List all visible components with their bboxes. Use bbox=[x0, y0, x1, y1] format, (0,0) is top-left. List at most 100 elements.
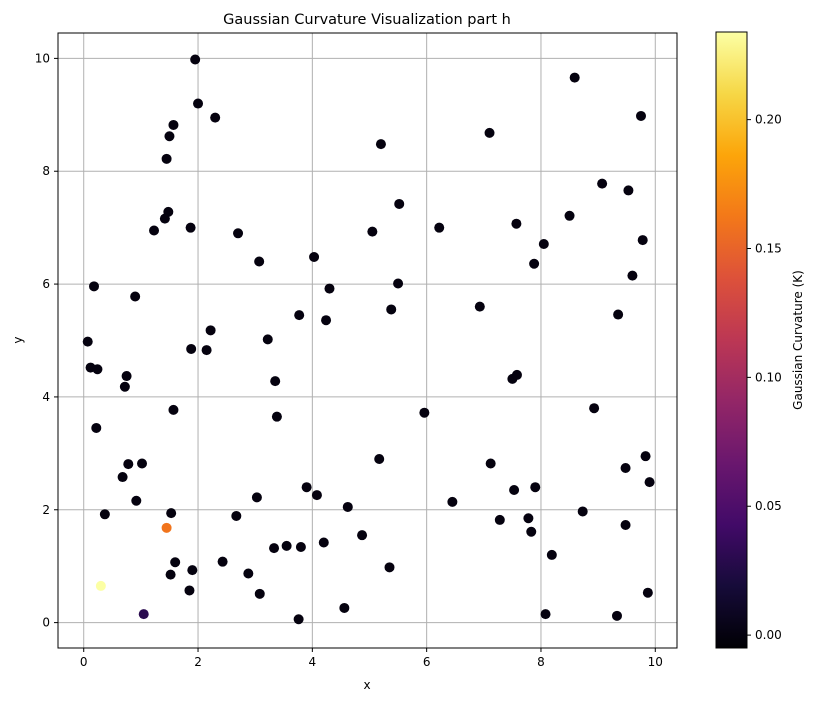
scatter-point bbox=[393, 278, 404, 289]
scatter-point bbox=[184, 585, 195, 596]
scatter-point bbox=[254, 256, 265, 267]
scatter-point bbox=[540, 609, 551, 620]
scatter-point bbox=[375, 139, 386, 150]
colorbar-frame bbox=[715, 31, 748, 649]
y-tick-label: 4 bbox=[42, 390, 50, 404]
scatter-point bbox=[262, 334, 273, 345]
scatter-point bbox=[138, 609, 149, 620]
scatter-point bbox=[342, 501, 353, 512]
scatter-point bbox=[137, 458, 148, 469]
y-tick-label: 6 bbox=[42, 277, 50, 291]
scatter-point bbox=[251, 492, 262, 503]
x-tick-label: 10 bbox=[648, 655, 663, 669]
scatter-point bbox=[644, 477, 655, 488]
scatter-point bbox=[637, 235, 648, 246]
scatter-point bbox=[530, 482, 541, 493]
scatter-point bbox=[166, 508, 177, 519]
scatter-point bbox=[281, 540, 292, 551]
scatter-point bbox=[168, 404, 179, 415]
x-tick-label: 2 bbox=[194, 655, 202, 669]
scatter-point bbox=[597, 178, 608, 189]
scatter-point bbox=[161, 153, 172, 164]
scatter-point bbox=[538, 239, 549, 250]
x-tick-label: 8 bbox=[537, 655, 545, 669]
colorbar: 0.00 0.05 0.10 0.15 0.20 Gaussian Curvature … bbox=[715, 31, 805, 649]
scatter-point bbox=[484, 127, 495, 138]
scatter-point bbox=[217, 556, 228, 567]
scatter-point bbox=[301, 482, 312, 493]
scatter-point bbox=[233, 228, 244, 239]
scatter-point bbox=[620, 463, 631, 474]
scatter-point bbox=[620, 520, 631, 530]
scatter-point bbox=[509, 485, 520, 496]
grid bbox=[58, 33, 677, 648]
plot-background bbox=[58, 33, 677, 648]
scatter-point bbox=[168, 119, 179, 130]
scatter-point bbox=[187, 565, 198, 576]
scatter-point bbox=[623, 185, 634, 196]
scatter-point bbox=[254, 588, 265, 599]
scatter-point bbox=[569, 72, 580, 83]
scatter-point bbox=[309, 251, 320, 262]
scatter-point bbox=[149, 225, 160, 236]
scatter-point bbox=[295, 542, 306, 553]
scatter-point bbox=[394, 198, 405, 209]
scatter-point bbox=[117, 472, 128, 483]
scatter-point bbox=[123, 459, 134, 470]
scatter-point bbox=[270, 376, 281, 387]
scatter-point bbox=[205, 325, 216, 336]
scatter-point bbox=[339, 602, 350, 613]
scatter-point bbox=[201, 345, 212, 356]
scatter-point bbox=[367, 226, 378, 237]
y-tick-label: 2 bbox=[42, 503, 50, 517]
scatter-point bbox=[164, 131, 175, 142]
scatter-point bbox=[131, 495, 142, 506]
scatter-point bbox=[321, 315, 332, 326]
scatter-point bbox=[311, 490, 322, 501]
scatter-point bbox=[447, 496, 458, 507]
scatter-point bbox=[324, 283, 335, 294]
colorbar-gradient bbox=[716, 32, 747, 648]
colorbar-tick-label: 0.10 bbox=[755, 370, 782, 384]
scatter-point bbox=[170, 557, 181, 568]
scatter-point bbox=[511, 369, 522, 380]
y-axis-ticks: 0 2 4 6 8 10 bbox=[35, 51, 58, 630]
scatter-point bbox=[511, 218, 522, 229]
scatter-point bbox=[269, 543, 280, 554]
scatter-point bbox=[474, 301, 485, 312]
scatter-point bbox=[627, 270, 638, 281]
scatter-point bbox=[91, 422, 102, 433]
colorbar-tick-label: 0.00 bbox=[755, 628, 782, 642]
scatter-point bbox=[318, 537, 329, 548]
x-tick-label: 4 bbox=[309, 655, 317, 669]
scatter-point bbox=[526, 526, 537, 537]
x-axis-label: x bbox=[363, 678, 370, 692]
scatter-point bbox=[165, 569, 176, 580]
scatter-point bbox=[434, 222, 445, 233]
scatter-point bbox=[161, 522, 172, 533]
scatter-point bbox=[121, 371, 132, 382]
scatter-point bbox=[294, 310, 305, 321]
scatter-point bbox=[642, 587, 653, 598]
scatter-point bbox=[494, 514, 505, 525]
colorbar-tick-label: 0.15 bbox=[755, 242, 782, 256]
scatter-point bbox=[357, 530, 368, 541]
scatter-point bbox=[640, 451, 651, 462]
scatter-point bbox=[293, 614, 304, 625]
colorbar-tick-label: 0.05 bbox=[755, 499, 782, 513]
scatter-point bbox=[82, 336, 93, 347]
scatter-point bbox=[611, 610, 622, 621]
scatter-point bbox=[546, 549, 557, 560]
scatter-point bbox=[374, 453, 385, 464]
colorbar-tick-label: 0.20 bbox=[755, 113, 782, 127]
scatter-point bbox=[635, 110, 646, 121]
x-axis-ticks: 0 2 4 6 8 10 bbox=[80, 648, 663, 669]
colorbar-ticks: 0.00 0.05 0.10 0.15 0.20 bbox=[747, 113, 782, 642]
scatter-point bbox=[577, 506, 588, 517]
y-tick-label: 0 bbox=[42, 616, 50, 630]
scatter-point bbox=[523, 513, 534, 524]
scatter-point bbox=[613, 309, 624, 320]
scatter-point bbox=[419, 407, 430, 418]
scatter-point bbox=[159, 213, 170, 224]
